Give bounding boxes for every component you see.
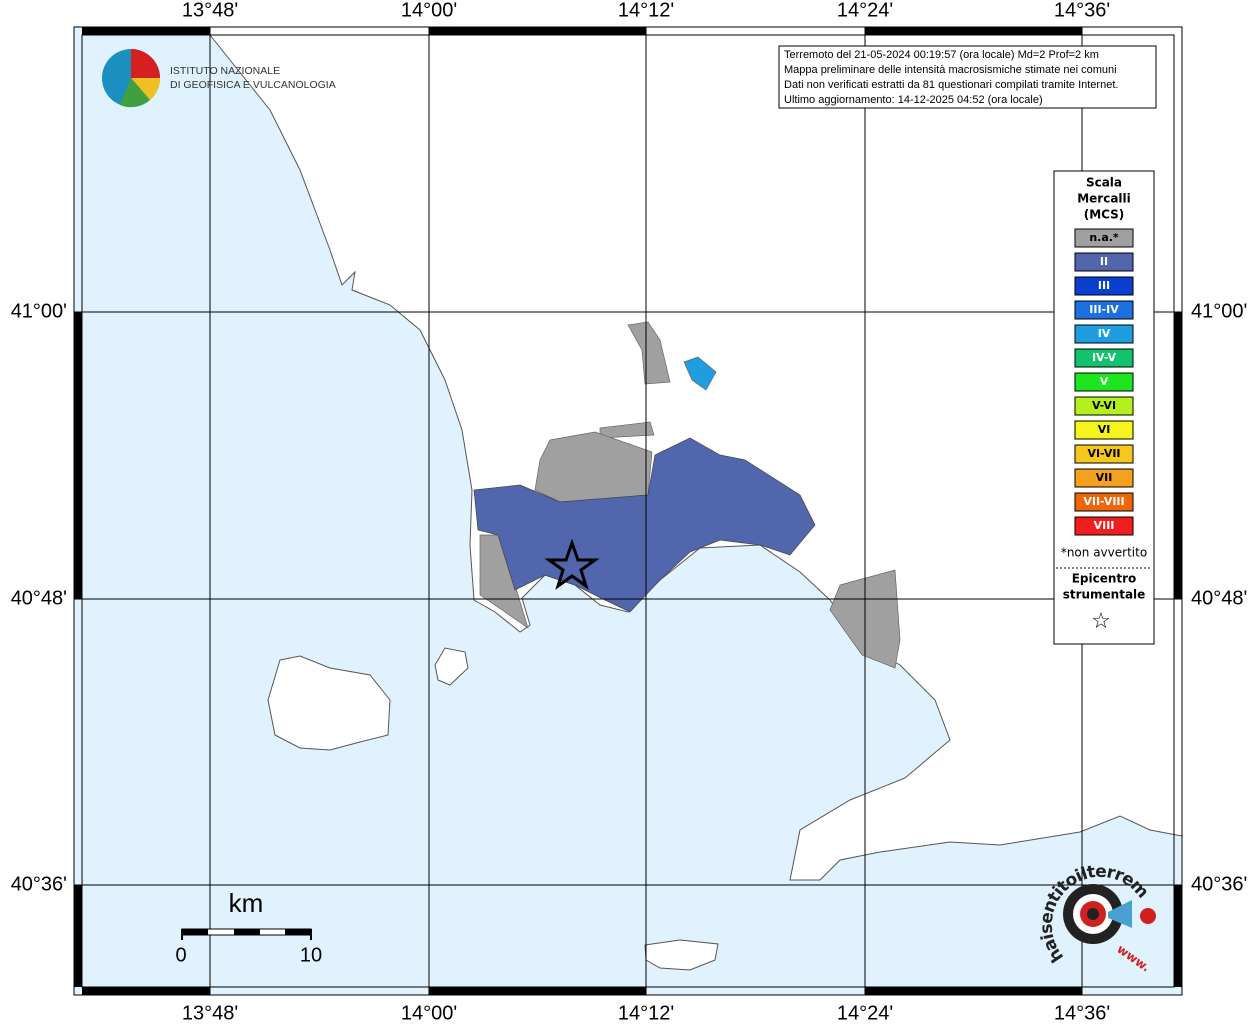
legend-swatch [1074, 276, 1134, 296]
legend-swatch [1074, 324, 1134, 344]
info-line: Terremoto del 21-05-2024 00:19:57 (ora l… [784, 49, 1099, 61]
ischia [267, 655, 391, 751]
legend-swatch [1074, 492, 1134, 512]
legend-label: II [1100, 255, 1108, 268]
lon-label: 13°48' [182, 1002, 238, 1024]
legend-swatch [1074, 444, 1134, 464]
info: Terremoto del 21-05-2024 00:19:57 (ora l… [784, 49, 1118, 106]
scale-label: 10 [300, 944, 322, 966]
legend-label: VI-VII [1087, 447, 1120, 460]
lon-label: 14°36' [1054, 0, 1110, 21]
legend: ScalaMercalli(MCS)n.a.*IIIIIIII-IVIVIV-V… [1061, 176, 1147, 635]
frame [73, 26, 1183, 996]
lon-label: 14°36' [1054, 1002, 1110, 1024]
lon-label: 14°12' [618, 1002, 674, 1024]
legend-swatch [1074, 516, 1134, 536]
scale-bar: km 0 10 [175, 888, 322, 966]
logo-text: DI GEOFISICA E VULCANOLOGIA [170, 79, 336, 91]
scale-unit: km [229, 888, 264, 918]
lon-label: 14°12' [618, 0, 674, 21]
legend-label: IV [1098, 327, 1111, 340]
epicenter [544, 538, 600, 590]
legend-label: V [1100, 375, 1109, 388]
capri [644, 939, 719, 971]
logo-text: ISTITUTO NAZIONALE [170, 65, 280, 77]
legend-swatch [1074, 228, 1134, 248]
legend-swatch [1074, 468, 1134, 488]
legend-swatch [1074, 300, 1134, 320]
lon-label: 13°48' [182, 0, 238, 21]
legend-swatch [1074, 420, 1134, 440]
legend-title: Scala [1086, 176, 1122, 190]
lat-label: 40°48' [1191, 587, 1247, 609]
legend-star: ☆ [1091, 609, 1111, 634]
legend-label: IV-V [1092, 351, 1117, 364]
legend-epicenter: Epicentro [1072, 572, 1137, 586]
legend-label: V-VI [1092, 399, 1116, 412]
legend-swatch [1074, 372, 1134, 392]
legend-title: Mercalli [1077, 192, 1131, 206]
lat-label: 40°36' [11, 873, 67, 895]
legend-label: n.a.* [1089, 231, 1119, 244]
legend-swatch [1074, 348, 1134, 368]
lon-label: 14°00' [401, 0, 457, 21]
lon-label: 14°24' [837, 0, 893, 21]
legend-label: III [1098, 279, 1110, 292]
legend-label: VII-VIII [1083, 495, 1124, 508]
scale-label: 0 [175, 944, 186, 966]
lat-label: 40°36' [1191, 873, 1247, 895]
legend-label: VIII [1094, 519, 1115, 532]
legend-swatch [1074, 396, 1134, 416]
legend-label: III-IV [1089, 303, 1119, 316]
legend-title: (MCS) [1084, 208, 1125, 222]
ingv-logo: ISTITUTO NAZIONALE DI GEOFISICA E VULCAN… [102, 49, 336, 108]
info-line: Ultimo aggiornamento: 14-12-2025 04:52 (… [784, 94, 1043, 106]
lon-label: 14°00' [401, 1002, 457, 1024]
lat-label: 41°00' [11, 300, 67, 322]
lat-label: 41°00' [1191, 300, 1247, 322]
legend-note: *non avvertito [1061, 546, 1147, 560]
lat-label: 40°48' [11, 587, 67, 609]
procida [434, 647, 469, 686]
axes: 13°48' 13°48' 14°00' 14°00' 14°12' 14°12' 14°2… [11, 0, 1248, 1024]
legend-label: VI [1098, 423, 1111, 436]
info-line: Dati non verificati estratti da 81 quest… [784, 79, 1118, 91]
legend-epicenter: strumentale [1063, 588, 1146, 602]
info-box [778, 45, 1157, 109]
info-line: Mappa preliminare delle intensità macros… [784, 64, 1117, 76]
lon-label: 14°24' [837, 1002, 893, 1024]
area-gray [627, 321, 671, 385]
legend-swatch [1074, 252, 1134, 272]
area-light-blue [683, 356, 717, 391]
legend-label: VII [1096, 471, 1113, 484]
grid [74, 27, 1182, 995]
